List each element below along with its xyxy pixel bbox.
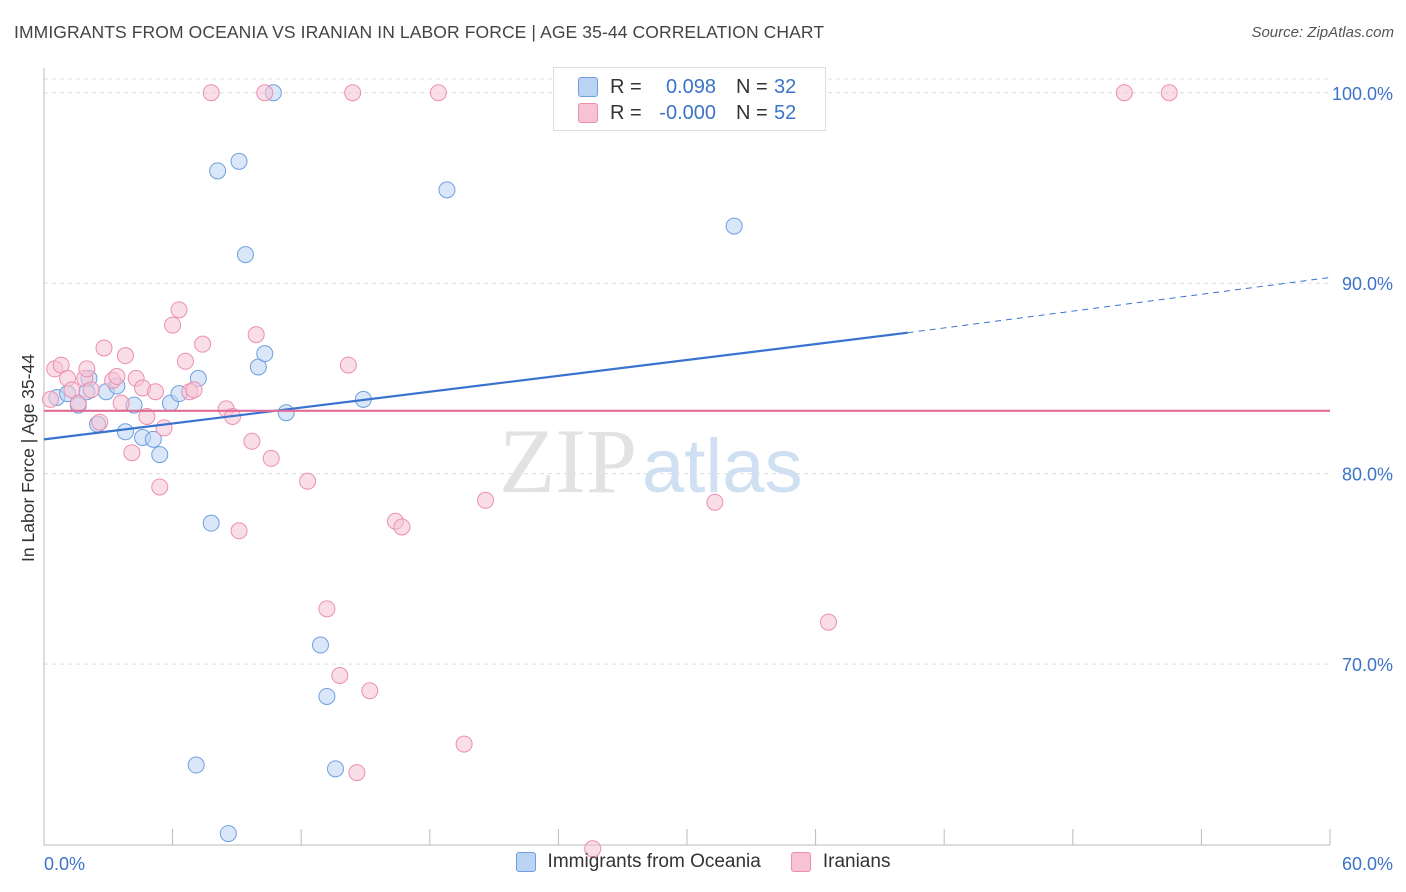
data-points <box>41 84 1178 858</box>
y-tick-label: 70.0% <box>1342 655 1393 675</box>
point-iranians <box>202 84 220 102</box>
point-iranians <box>78 360 96 378</box>
legend-r-label: R = <box>610 101 642 124</box>
legend-row-iranians: R = -0.000 N = 52 <box>578 99 796 127</box>
watermark-zip: ZIP <box>499 410 637 512</box>
x-tick-labels: 0.0% 60.0% <box>44 854 1393 874</box>
point-iranians <box>138 408 156 426</box>
legend-item-iranians[interactable]: Iranians <box>790 851 891 873</box>
point-oceania <box>311 636 329 654</box>
series-legend: Immigrants from Oceania Iranians <box>0 851 1406 873</box>
point-oceania <box>236 246 254 264</box>
point-oceania <box>151 446 169 464</box>
point-iranians <box>185 381 203 399</box>
legend-n-value: 32 <box>774 75 797 98</box>
point-iranians <box>262 449 280 467</box>
point-iranians <box>164 316 182 334</box>
source-label: Source: ZipAtlas.com <box>1251 24 1394 41</box>
point-iranians <box>706 493 724 511</box>
legend-swatch-iranians <box>790 852 811 872</box>
point-iranians <box>819 613 837 631</box>
point-oceania <box>219 825 237 843</box>
point-iranians <box>584 840 602 858</box>
legend-r-label: R = <box>610 75 642 98</box>
point-iranians <box>247 326 265 344</box>
legend-r-value: 0.098 <box>665 75 716 98</box>
y-axis-label: In Labor Force | Age 35-44 <box>18 354 38 562</box>
y-tick-label: 80.0% <box>1342 465 1393 485</box>
point-iranians <box>82 381 100 399</box>
point-oceania <box>187 756 205 774</box>
legend-n-label: N = <box>736 75 768 98</box>
point-iranians <box>429 84 447 102</box>
point-iranians <box>393 518 411 536</box>
y-tick-label: 90.0% <box>1342 274 1393 294</box>
point-oceania <box>318 687 336 705</box>
point-iranians <box>361 682 379 700</box>
point-iranians <box>339 356 357 374</box>
point-oceania <box>209 162 227 180</box>
point-oceania <box>277 404 295 422</box>
legend-r-value: -0.000 <box>659 101 716 124</box>
point-iranians <box>95 339 113 357</box>
point-iranians <box>243 432 261 450</box>
point-iranians <box>348 764 366 782</box>
point-iranians <box>146 383 164 401</box>
point-iranians <box>1160 84 1178 102</box>
point-iranians <box>112 394 130 412</box>
watermark: ZIP atlas <box>499 410 803 512</box>
legend-row-oceania: R = 0.098 N = 32 <box>578 73 796 101</box>
point-iranians <box>41 390 59 408</box>
x-tick-label: 60.0% <box>1342 854 1393 874</box>
trend-line-oceania-extension <box>907 276 1331 334</box>
point-iranians <box>318 600 336 618</box>
point-oceania <box>256 345 274 363</box>
point-iranians <box>194 335 212 353</box>
chart-title: IMMIGRANTS FROM OCEANIA VS IRANIAN IN LA… <box>14 22 825 42</box>
y-tick-labels: 100.0% 90.0% 80.0% 70.0% <box>1332 84 1393 675</box>
point-iranians <box>176 352 194 370</box>
point-iranians <box>299 472 317 490</box>
legend-n-value: 52 <box>774 101 797 124</box>
point-iranians <box>455 735 473 753</box>
point-oceania <box>326 760 344 778</box>
point-iranians <box>69 394 87 412</box>
legend-item-oceania[interactable]: Immigrants from Oceania <box>515 851 761 873</box>
y-tick-label: 100.0% <box>1332 84 1393 104</box>
point-iranians <box>155 419 173 437</box>
axes <box>43 68 1331 846</box>
point-iranians <box>1115 84 1133 102</box>
point-oceania <box>144 430 162 448</box>
point-oceania <box>438 181 456 199</box>
legend-label-oceania: Immigrants from Oceania <box>547 851 761 872</box>
point-iranians <box>116 347 134 365</box>
point-oceania <box>116 423 134 441</box>
trend-line-oceania <box>43 331 908 441</box>
legend-swatch-oceania <box>515 852 536 872</box>
legend-swatch-iranians <box>578 103 598 123</box>
point-iranians <box>151 478 169 496</box>
point-iranians <box>256 84 274 102</box>
point-iranians <box>331 667 349 685</box>
point-iranians <box>344 84 362 102</box>
point-iranians <box>477 491 495 509</box>
stats-legend: R = 0.098 N = 32 R = -0.000 N = 52 <box>553 67 826 131</box>
point-iranians <box>91 413 109 431</box>
point-iranians <box>108 368 126 386</box>
point-iranians <box>230 522 248 540</box>
point-oceania <box>202 514 220 532</box>
point-oceania <box>230 152 248 170</box>
point-oceania <box>725 217 743 235</box>
legend-n-label: N = <box>736 101 768 124</box>
legend-swatch-oceania <box>578 77 598 97</box>
legend-label-iranians: Iranians <box>822 851 891 872</box>
trend-lines <box>43 276 1331 441</box>
point-iranians <box>170 301 188 319</box>
x-tick-label: 0.0% <box>44 854 85 874</box>
point-iranians <box>123 444 141 462</box>
watermark-atlas: atlas <box>642 424 803 509</box>
